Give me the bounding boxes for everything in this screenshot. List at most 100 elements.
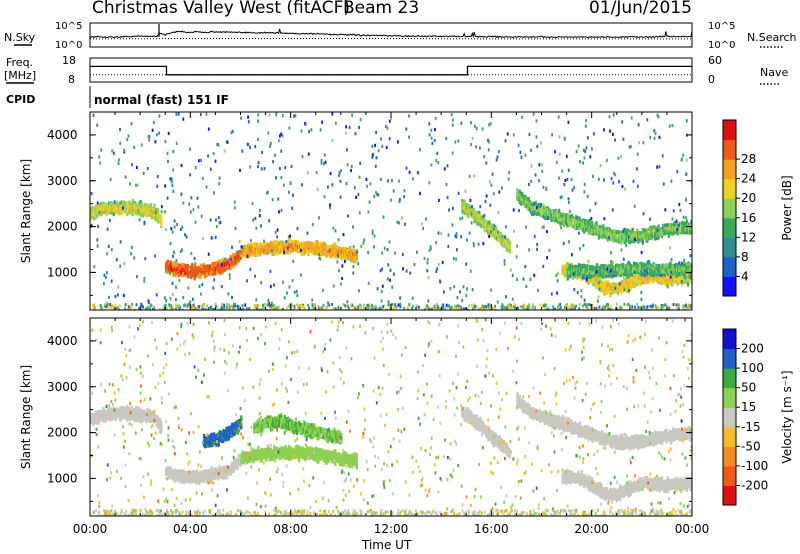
data-cell — [195, 266, 198, 271]
data-cell — [179, 269, 183, 274]
data-cell — [191, 262, 194, 267]
frequency-frame — [89, 57, 693, 83]
data-cell — [138, 207, 141, 212]
data-cell — [296, 240, 300, 245]
data-cell — [289, 242, 292, 247]
data-cell — [480, 216, 483, 220]
data-cell — [623, 227, 626, 232]
data-cell — [574, 226, 577, 231]
data-cell — [274, 241, 277, 246]
frequency-tick-top: 18 — [62, 54, 76, 67]
nave-tick-top: 60 — [708, 54, 722, 67]
data-cell — [461, 205, 464, 210]
data-cell — [348, 246, 352, 250]
data-cell — [571, 220, 574, 225]
data-cell — [304, 241, 308, 246]
data-cell — [599, 284, 603, 289]
data-cell — [621, 237, 624, 242]
data-cell — [595, 285, 598, 290]
data-cell — [154, 212, 157, 217]
data-cell — [202, 262, 205, 267]
data-cell — [149, 213, 153, 218]
data-cell — [141, 213, 145, 218]
data-cell — [130, 205, 133, 210]
data-cell — [642, 235, 646, 240]
data-cell — [119, 210, 122, 215]
sky-noise-label: N.Sky — [4, 31, 36, 44]
data-cell — [111, 206, 114, 211]
data-cell — [563, 213, 567, 217]
data-cell — [480, 223, 483, 228]
data-cell — [312, 244, 315, 249]
data-cell — [588, 231, 591, 236]
data-cell — [667, 233, 670, 238]
data-cell — [666, 225, 669, 230]
data-cell — [560, 213, 563, 218]
data-cell — [469, 208, 472, 213]
data-cell — [95, 214, 98, 219]
data-cell — [172, 272, 175, 277]
data-cell — [576, 223, 579, 228]
data-cell — [334, 242, 337, 247]
data-cell — [211, 271, 214, 276]
data-cell — [517, 196, 520, 201]
data-cell — [146, 204, 149, 209]
data-cell — [344, 248, 347, 253]
data-cell — [615, 235, 618, 240]
data-cell — [316, 240, 319, 245]
data-cell — [246, 245, 249, 250]
data-cell — [536, 211, 539, 216]
data-cell — [138, 201, 141, 206]
data-cell — [261, 244, 265, 249]
data-cell — [103, 203, 106, 208]
data-cell — [139, 212, 142, 217]
data-cell — [533, 207, 536, 211]
data-cell — [231, 261, 235, 266]
data-cell — [91, 206, 94, 211]
data-cell — [300, 243, 303, 248]
data-cell — [646, 238, 649, 243]
data-cell — [193, 276, 196, 281]
data-cell — [135, 211, 138, 216]
data-cell — [528, 203, 532, 208]
data-cell — [674, 226, 677, 231]
data-cell — [103, 209, 106, 214]
data-cell — [146, 208, 149, 213]
data-cell — [525, 204, 528, 209]
data-cell — [563, 269, 567, 273]
data-cell — [160, 218, 163, 223]
data-cell — [646, 230, 649, 235]
data-cell — [127, 205, 130, 210]
nave-tick-bottom: 0 — [708, 73, 715, 86]
data-cell — [477, 219, 480, 224]
data-cell — [249, 248, 252, 253]
data-cell — [579, 220, 582, 225]
data-cell — [281, 242, 284, 247]
data-cell — [533, 210, 536, 214]
data-cell — [347, 253, 350, 257]
data-cell — [477, 214, 480, 219]
data-cell — [532, 212, 535, 217]
data-cell — [269, 240, 273, 245]
data-cell — [682, 228, 685, 233]
data-cell — [307, 250, 310, 255]
data-cell — [599, 287, 603, 292]
data-cell — [344, 257, 347, 262]
data-cell — [650, 236, 653, 241]
data-cell — [544, 212, 547, 216]
data-cell — [347, 247, 350, 252]
data-cell — [525, 198, 528, 203]
data-cell — [176, 262, 179, 267]
data-cell — [203, 268, 206, 273]
data-cell — [463, 200, 466, 205]
data-cell — [316, 251, 319, 256]
data-cell — [484, 222, 488, 227]
data-cell — [508, 249, 511, 254]
data-cell — [208, 265, 211, 269]
data-cell — [690, 222, 692, 227]
data-cell — [172, 267, 175, 272]
data-cell — [304, 248, 308, 253]
